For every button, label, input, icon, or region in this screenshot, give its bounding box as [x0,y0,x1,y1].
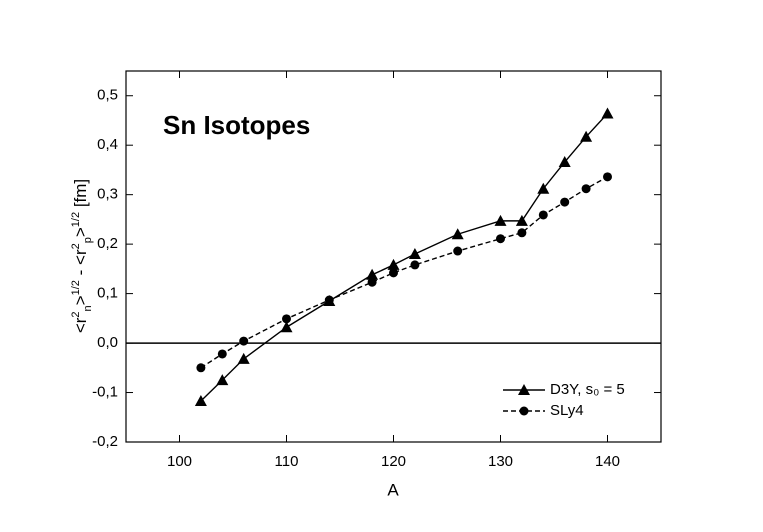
x-tick-label: 100 [167,453,192,470]
legend-marker [518,384,530,395]
triangle-marker [216,374,229,386]
circle-marker [560,197,570,207]
y-tick-label: 0,2 [97,235,118,252]
triangle-marker [580,130,593,142]
x-tick-label: 110 [275,453,299,470]
circle-marker [496,234,505,244]
circle-marker [410,260,420,270]
triangle-marker [194,394,207,406]
y-tick-label: 0,5 [97,87,118,104]
circle-marker [603,172,612,182]
y-axis-label-part: > [71,295,90,305]
triangle-marker [280,321,293,333]
circle-marker [324,295,334,305]
triangle-marker [237,352,250,364]
y-tick-label: 0,3 [97,186,118,203]
legend-label: SLy4 [550,402,584,419]
y-axis-label-part: n [82,305,94,311]
series-line [200,176,608,369]
y-tick-label: -0,1 [92,384,118,401]
circle-marker [538,210,548,220]
triangle-marker [558,156,571,168]
x-tick-label: 120 [381,453,406,470]
x-axis-label: A [387,480,399,499]
circle-marker [389,268,398,278]
circle-marker [453,246,463,256]
circle-marker [581,184,591,194]
x-tick-label: 140 [595,453,620,470]
triangle-marker [366,268,379,280]
y-axis-label-part: p [82,237,94,243]
circle-marker [367,277,377,287]
y-tick-label: 0,1 [97,285,118,302]
series-line [200,113,609,402]
annotation: Sn Isotopes [163,110,310,140]
y-axis-label-part: [fm] [71,179,90,212]
y-axis-label-part: - <r [71,249,90,280]
y-axis-label-part: 1/2 [70,212,82,227]
circle-marker [239,336,249,346]
triangle-marker [601,107,614,119]
triangle-marker [537,182,550,194]
y-axis-label: <r2n>1/2 - <r2p>1/2 [fm] [70,179,94,333]
y-axis-label-part: 2 [70,243,82,249]
triangle-marker [494,214,507,226]
circle-marker [517,228,527,238]
triangle-marker [515,214,528,226]
y-axis-label-part: <r [71,317,90,333]
y-axis-label-part: > [71,227,90,237]
circle-marker [196,363,206,373]
circle-marker [282,314,291,324]
circle-marker [217,349,227,359]
y-tick-label: -0,2 [92,433,118,450]
legend-marker [519,406,529,416]
y-tick-label: 0,0 [97,334,118,351]
legend-label: D3Y, s₀ = 5 [550,381,625,398]
y-axis-label-part: 1/2 [70,280,82,295]
triangle-marker [451,228,464,240]
triangle-marker [408,248,421,260]
y-axis-label-part: 2 [70,311,82,317]
y-tick-label: 0,4 [97,136,118,153]
x-tick-label: 130 [488,453,513,470]
triangle-marker [387,258,400,270]
